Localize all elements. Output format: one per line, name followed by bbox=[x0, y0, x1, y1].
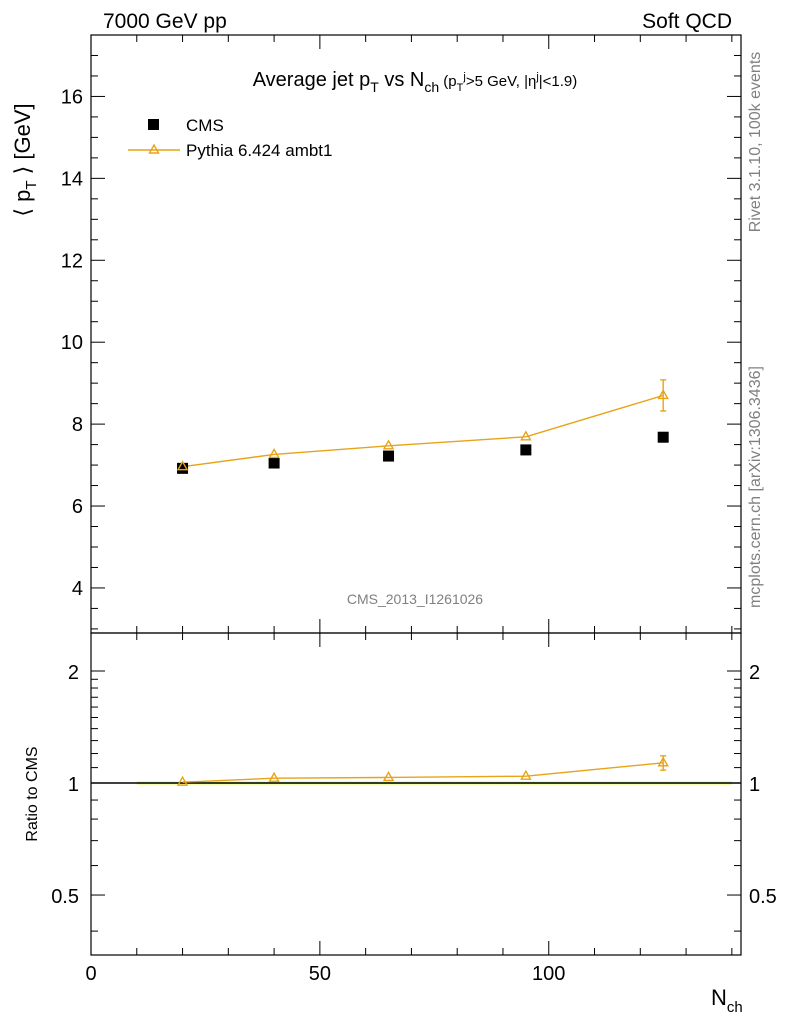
y-tick-label: 12 bbox=[61, 250, 83, 272]
header-left: 7000 GeV pp bbox=[103, 10, 227, 33]
x-tick-label: 100 bbox=[532, 963, 565, 985]
y-tick-label: 4 bbox=[72, 578, 83, 600]
x-axis-label: Nch bbox=[711, 985, 743, 1016]
legend-cms-label: CMS bbox=[186, 116, 224, 135]
ratio-frame bbox=[90, 632, 742, 956]
y-tick-label: 8 bbox=[72, 414, 83, 436]
svg-text:Ratio to CMS: Ratio to CMS bbox=[24, 746, 41, 841]
pythia-point bbox=[657, 389, 669, 400]
pythia-point bbox=[520, 430, 532, 441]
side-label-top: Rivet 3.1.10, 100k events bbox=[747, 52, 764, 233]
watermark: CMS_2013_I1261026 bbox=[347, 591, 483, 607]
y-tick-label: 10 bbox=[61, 332, 83, 354]
ratio-pythia-line bbox=[182, 762, 664, 783]
cms-point bbox=[383, 450, 395, 462]
svg-text:⟨ pT ⟩ [GeV]: ⟨ pT ⟩ [GeV] bbox=[10, 103, 40, 216]
ratio-y-tick-label: 2 bbox=[68, 662, 79, 684]
ratio-pythia-point bbox=[268, 771, 280, 782]
series-pythia-line bbox=[182, 394, 664, 468]
legend-cms-marker bbox=[148, 119, 159, 130]
svg-text:Rivet 3.1.10, 100k events: Rivet 3.1.10, 100k events bbox=[747, 52, 764, 233]
legend-mc-label: Pythia 6.424 ambt1 bbox=[186, 141, 332, 160]
pythia-point bbox=[268, 447, 280, 459]
side-label-bottom: mcplots.cern.ch [arXiv:1306.3436] bbox=[747, 366, 764, 608]
ratio-pythia-point bbox=[176, 775, 189, 786]
y-axis-label: ⟨ pT ⟩ [GeV] bbox=[10, 103, 40, 216]
ratio-y-tick-label-right: 0.5 bbox=[749, 886, 777, 908]
y-tick-label: 14 bbox=[61, 168, 83, 190]
legend: CMS Pythia 6.424 ambt1 bbox=[128, 116, 332, 160]
ratio-y-tick-label: 0.5 bbox=[51, 886, 79, 908]
svg-text:mcplots.cern.ch [arXiv:1306.34: mcplots.cern.ch [arXiv:1306.3436] bbox=[747, 366, 764, 608]
pythia-point bbox=[382, 439, 395, 450]
ratio-pythia-point bbox=[382, 771, 395, 782]
y-tick-label: 16 bbox=[61, 86, 83, 108]
cms-point bbox=[177, 462, 189, 474]
pythia-point bbox=[176, 460, 189, 471]
cms-point bbox=[520, 444, 532, 456]
ratio-y-tick-label-right: 2 bbox=[749, 662, 760, 684]
cms-point bbox=[657, 431, 669, 443]
chart-title: Average jet pT vs Nch (pTj>5 GeV, |ηj|<1… bbox=[253, 69, 578, 95]
main-panel: 4 6 8 10 12 14 16 bbox=[61, 34, 742, 634]
ratio-pythia-point bbox=[520, 769, 532, 780]
legend-mc-marker bbox=[148, 143, 160, 154]
ratio-panel: 0 50 100 0.5 0.5 1 1 2 2 bbox=[51, 632, 777, 985]
ratio-y-axis-label: Ratio to CMS bbox=[24, 746, 41, 841]
ratio-pythia-point bbox=[657, 756, 669, 767]
ratio-y-tick-label-right: 1 bbox=[749, 774, 760, 796]
cms-point bbox=[268, 457, 280, 469]
y-tick-label: 6 bbox=[72, 496, 83, 518]
header-right: Soft QCD bbox=[642, 10, 732, 33]
x-tick-label: 0 bbox=[85, 963, 96, 985]
x-tick-label: 50 bbox=[309, 963, 331, 985]
ratio-y-tick-label: 1 bbox=[68, 774, 79, 796]
